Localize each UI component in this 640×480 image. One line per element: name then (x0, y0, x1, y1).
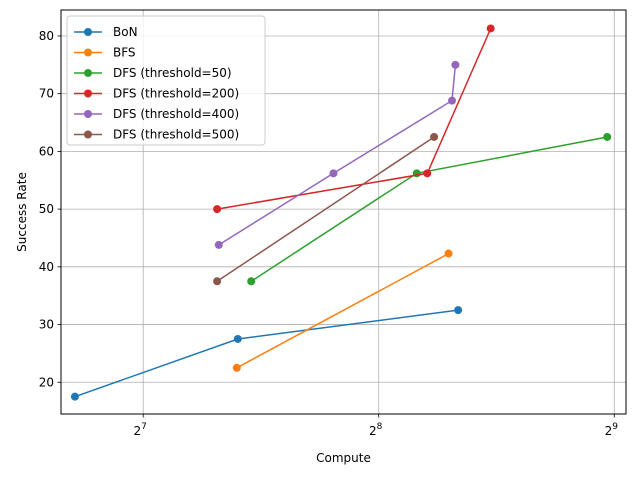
series-line (216, 136, 435, 282)
series-dfs-threshold-200 (213, 24, 495, 214)
data-point (486, 24, 495, 33)
series-dfs-threshold-500 (213, 132, 439, 286)
legend: BoN BFS DFS (threshold=50) DFS (threshold=2… (66, 15, 266, 146)
data-point (454, 306, 463, 315)
legend-item: DFS (threshold=500) (74, 128, 239, 142)
legend-item: DFS (threshold=50) (74, 66, 232, 80)
plot-area (60, 9, 627, 415)
legend-label: DFS (threshold=400) (113, 107, 239, 121)
legend-label: BoN (113, 25, 138, 39)
data-point (232, 363, 241, 372)
data-point (444, 249, 453, 258)
data-point (603, 132, 612, 141)
series-line (74, 309, 459, 398)
data-point (329, 169, 338, 178)
x-tick-exponent: 9 (612, 422, 618, 432)
legend-marker (84, 110, 92, 118)
legend-marker (84, 89, 92, 98)
data-point (213, 205, 222, 214)
y-axis-label: Success Rate (15, 172, 29, 252)
series-line (218, 64, 457, 246)
x-tick-base: 2 (134, 424, 142, 438)
series-line (236, 252, 449, 369)
y-tick-label: 60 (39, 144, 54, 158)
y-tick-label: 40 (39, 260, 54, 274)
legend-item: DFS (threshold=400) (74, 107, 239, 121)
data-point (447, 96, 456, 105)
data-point (70, 392, 79, 401)
data-point (247, 277, 256, 286)
y-tick-label: 80 (39, 29, 54, 43)
data-point (213, 277, 222, 286)
series-bon (70, 306, 463, 401)
series-dfs-threshold-400 (214, 60, 460, 249)
y-tick-label: 30 (39, 318, 54, 332)
legend-marker (84, 48, 92, 57)
x-tick-exponent: 8 (377, 422, 383, 432)
x-tick-label: 28 (369, 422, 383, 438)
series (70, 24, 612, 401)
legend-item: DFS (threshold=200) (74, 87, 239, 101)
data-point (214, 240, 223, 249)
x-tick-exponent: 7 (141, 422, 147, 432)
legend-marker (84, 28, 92, 36)
y-tick-label: 70 (39, 87, 54, 101)
data-point (423, 169, 432, 178)
legend-marker (84, 130, 92, 139)
legend-label: DFS (threshold=200) (113, 87, 239, 101)
legend-box (66, 15, 266, 146)
y-tick-label: 20 (39, 375, 54, 389)
x-tick-label: 29 (605, 422, 619, 438)
legend-item: BoN (74, 25, 138, 39)
x-tick-label: 27 (134, 422, 147, 438)
x-tick-base: 2 (369, 424, 377, 438)
series-bfs (232, 249, 453, 372)
data-point (451, 60, 460, 69)
y-tick-label: 50 (39, 202, 54, 216)
data-point (430, 132, 439, 141)
legend-label: BFS (113, 46, 136, 60)
legend-label: DFS (threshold=50) (113, 66, 232, 80)
x-tick-base: 2 (605, 424, 613, 438)
data-point (233, 334, 242, 343)
legend-marker (84, 69, 92, 77)
legend-item: BFS (74, 46, 136, 60)
x-axis-label: Compute (316, 451, 371, 465)
legend-label: DFS (threshold=500) (113, 128, 239, 142)
